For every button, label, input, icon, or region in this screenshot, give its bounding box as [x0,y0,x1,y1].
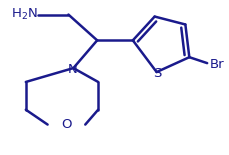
Text: S: S [153,66,161,80]
Text: O: O [61,118,71,131]
Text: N: N [67,63,77,76]
Text: Br: Br [209,58,224,71]
Text: H$_2$N: H$_2$N [11,7,38,22]
